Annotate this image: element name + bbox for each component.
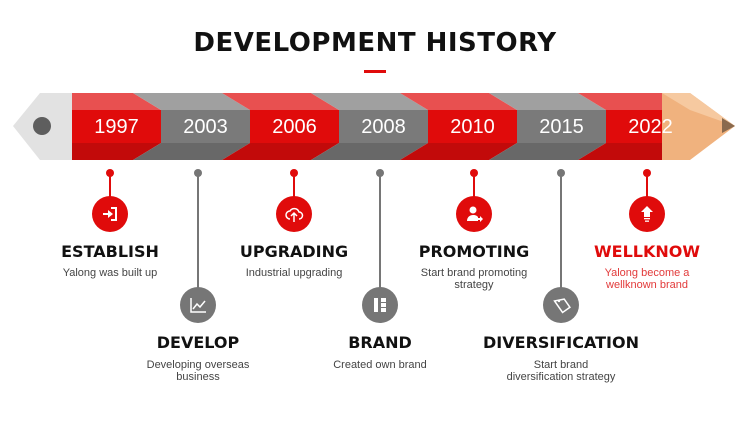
icon-circle: [362, 287, 398, 323]
pencil-segment-2003: [133, 93, 250, 110]
year-label: 2015: [539, 116, 584, 138]
year-label: 1997: [94, 116, 139, 138]
item-title: PROMOTING: [418, 242, 530, 261]
pencil-wood-tip: [662, 93, 735, 160]
pencil-segment-1997: [72, 110, 161, 143]
pin-line: [197, 173, 199, 291]
pencil-segment-2006: [250, 110, 339, 143]
page-title: DEVELOPMENT HISTORY: [193, 28, 557, 58]
hierarchy-icon: [374, 298, 386, 312]
icon-circle: [180, 287, 216, 323]
pencil-segment-2006: [222, 143, 339, 160]
icon-circle: [276, 196, 312, 232]
pencil-segment-2003: [161, 110, 250, 143]
pencil-segment-1997: [44, 143, 161, 160]
pencil-segment-2008: [311, 93, 428, 110]
pencil-segment-2010: [400, 143, 517, 160]
pencil-segment-1997: [44, 93, 161, 110]
tag-icon: [553, 298, 571, 314]
arrow-up-icon: [641, 206, 653, 222]
pencil-segment-2010: [400, 93, 517, 110]
item-title: DIVERSIFICATION: [483, 333, 639, 352]
pin-line: [560, 173, 562, 291]
year-label: 2008: [361, 116, 406, 138]
pencil-segment-2008: [339, 110, 428, 143]
title-underline: [364, 70, 386, 73]
item-desc: Created own brand: [333, 359, 427, 371]
item-desc: Start brand diversification strategy: [506, 359, 616, 383]
year-label: 2006: [272, 116, 317, 138]
year-label: 2003: [183, 116, 228, 138]
item-title: WELLKNOW: [593, 242, 700, 261]
item-desc: Industrial upgrading: [245, 267, 343, 279]
pin-line: [646, 173, 648, 200]
pencil-segment-2008: [311, 143, 428, 160]
pencil-segment-2003: [133, 143, 250, 160]
item-desc: Yalong become a wellknown brand: [604, 267, 690, 291]
pin-line: [109, 173, 111, 200]
item-title: UPGRADING: [239, 242, 349, 261]
item-title: ESTABLISH: [61, 242, 159, 261]
item-title: BRAND: [348, 333, 412, 352]
pin-line: [473, 173, 475, 200]
icon-circle: [543, 287, 579, 323]
pencil-segment-2015: [517, 110, 606, 143]
item-desc: Yalong was built up: [62, 267, 158, 279]
year-label: 2022: [628, 116, 673, 138]
icon-circle: [456, 196, 492, 232]
pin-line: [379, 173, 381, 291]
pin-line: [293, 173, 295, 200]
pencil-lead-tip: [722, 118, 735, 133]
year-label: 2010: [450, 116, 495, 138]
pencil-wood-highlight: [662, 93, 735, 126]
pencil-segment-2006: [222, 93, 339, 110]
item-desc: Developing overseas business: [146, 359, 250, 383]
pencil-eraser-dot: [33, 117, 51, 135]
sign-in-icon: [103, 207, 117, 221]
item-title: DEVELOP: [156, 333, 240, 352]
pencil-segment-2015: [489, 93, 606, 110]
icon-circle: [92, 196, 128, 232]
item-desc: Start brand promoting strategy: [420, 267, 528, 291]
user-share-icon: [467, 206, 483, 222]
line-chart-icon: [190, 298, 206, 313]
icon-circle: [629, 196, 665, 232]
pencil-segment-2015: [489, 143, 606, 160]
pencil-segment-2010: [428, 110, 517, 143]
cloud-upload-icon: [285, 207, 304, 222]
